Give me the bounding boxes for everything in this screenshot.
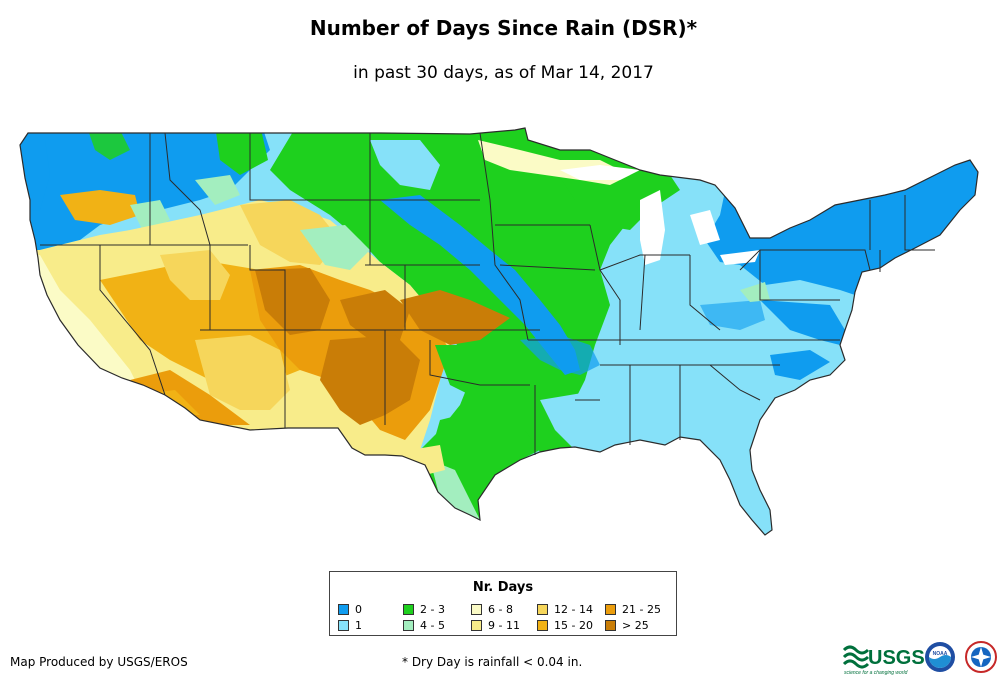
legend-item: 4 - 5: [403, 619, 445, 632]
usgs-logo: USGS science for a changing world: [842, 645, 925, 676]
svg-text:science for a changing world: science for a changing world: [844, 670, 908, 676]
legend-item: 15 - 20: [537, 619, 593, 632]
agency-logos: USGS science for a changing world NOAA: [842, 641, 997, 676]
noaa-logo: NOAA: [925, 642, 955, 672]
legend-swatch: [537, 620, 548, 631]
legend-item: 21 - 25: [605, 603, 661, 616]
map-title: Number of Days Since Rain (DSR)*: [309, 16, 698, 40]
legend-swatch: [605, 620, 616, 631]
svg-text:NOAA: NOAA: [933, 651, 948, 657]
legend-title: Nr. Days: [472, 580, 534, 595]
legend-item: 0: [338, 603, 362, 616]
state-boundaries: [19, 127, 979, 536]
precip-zones: [20, 128, 978, 535]
legend-swatch: [338, 604, 349, 615]
legend-swatch: [471, 620, 482, 631]
legend-swatch: [537, 604, 548, 615]
map-subtitle: in past 30 days, as of Mar 14, 2017: [353, 63, 654, 83]
credit-text: Map Produced by USGS/EROS: [10, 655, 188, 669]
legend: Nr. Days 0 1 2 - 3 4 - 5 6 - 8 9 - 11 12…: [329, 571, 677, 636]
legend-item: 6 - 8: [471, 603, 513, 616]
legend-swatch: [471, 604, 482, 615]
legend-swatch: [338, 620, 349, 631]
legend-item: 9 - 11: [471, 619, 520, 632]
svg-text:USGS: USGS: [868, 647, 925, 669]
legend-item: 2 - 3: [403, 603, 445, 616]
legend-item: 1: [338, 619, 362, 632]
nws-logo: [965, 641, 997, 673]
legend-swatch: [605, 604, 616, 615]
footnote-text: * Dry Day is rainfall < 0.04 in.: [402, 655, 583, 669]
legend-item: > 25: [605, 619, 649, 632]
legend-item: 12 - 14: [537, 603, 593, 616]
legend-swatch: [403, 604, 414, 615]
legend-swatch: [403, 620, 414, 631]
